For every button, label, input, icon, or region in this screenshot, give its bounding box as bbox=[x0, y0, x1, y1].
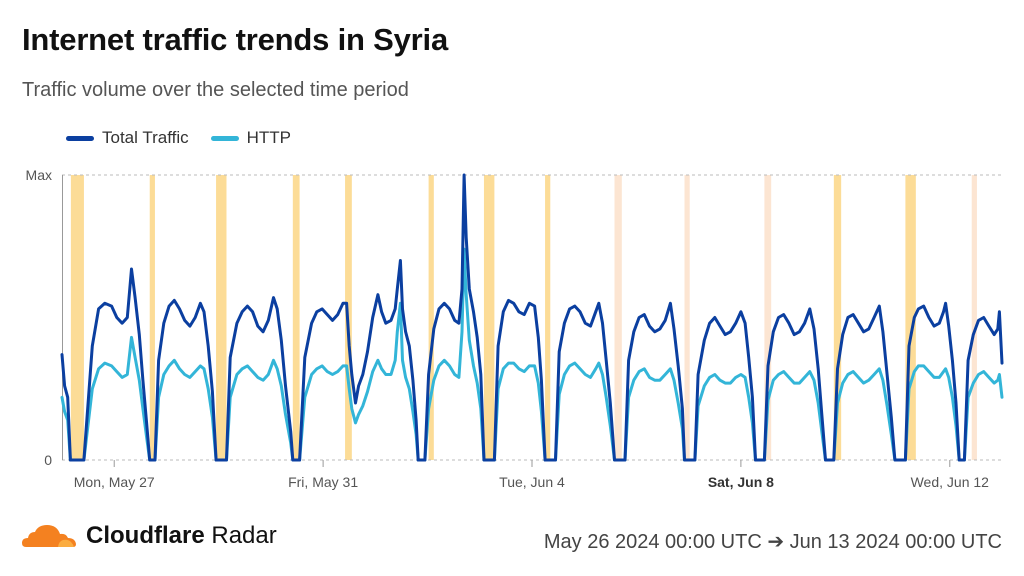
outage-band bbox=[483, 175, 495, 460]
legend-item-http[interactable]: HTTP bbox=[210, 128, 292, 148]
brand-name-light: Radar bbox=[211, 522, 277, 549]
chart-legend: Total Traffic HTTP bbox=[66, 128, 291, 148]
x-tick-label: Mon, May 27 bbox=[74, 474, 155, 490]
legend-swatch-total-traffic bbox=[66, 135, 94, 141]
outage-band bbox=[833, 175, 842, 460]
outage-band bbox=[971, 175, 977, 460]
outage-band bbox=[764, 175, 772, 460]
brand-name: Cloudflare Radar bbox=[86, 522, 277, 550]
outage-band bbox=[614, 175, 622, 460]
outage-band bbox=[149, 175, 155, 460]
page-subtitle: Traffic volume over the selected time pe… bbox=[22, 79, 409, 101]
legend-item-total-traffic[interactable]: Total Traffic bbox=[66, 128, 189, 148]
legend-swatch-http bbox=[210, 135, 239, 141]
outage-band bbox=[216, 175, 227, 460]
legend-label-total-traffic: Total Traffic bbox=[102, 128, 189, 147]
y-tick-label: Max bbox=[26, 167, 52, 183]
cloudflare-cloud-icon bbox=[22, 525, 76, 547]
y-tick-label: 0 bbox=[44, 452, 52, 468]
x-tick-label: Tue, Jun 4 bbox=[499, 474, 565, 490]
x-tick-label: Wed, Jun 12 bbox=[911, 474, 990, 490]
x-tick-label: Fri, May 31 bbox=[288, 474, 358, 490]
date-range: May 26 2024 00:00 UTC ➔ Jun 13 2024 00:0… bbox=[543, 531, 1002, 553]
outage-band bbox=[684, 175, 690, 460]
page-title: Internet traffic trends in Syria bbox=[22, 22, 448, 57]
outage-band bbox=[70, 175, 84, 460]
brand-logo: Cloudflare Radar bbox=[22, 522, 277, 550]
brand-name-bold: Cloudflare bbox=[86, 522, 205, 549]
series-line-total-traffic bbox=[60, 173, 1004, 462]
series-line-http bbox=[60, 247, 1004, 462]
outage-band bbox=[545, 175, 551, 460]
outage-band bbox=[905, 175, 916, 460]
outage-band bbox=[292, 175, 300, 460]
outage-band bbox=[428, 175, 434, 460]
x-tick-label: Sat, Jun 8 bbox=[708, 474, 774, 490]
traffic-chart: 0 Max Mon, May 27 Fri, May 31 Tue, Jun 4 Sat,… bbox=[26, 167, 1004, 490]
legend-label-http: HTTP bbox=[246, 128, 292, 147]
